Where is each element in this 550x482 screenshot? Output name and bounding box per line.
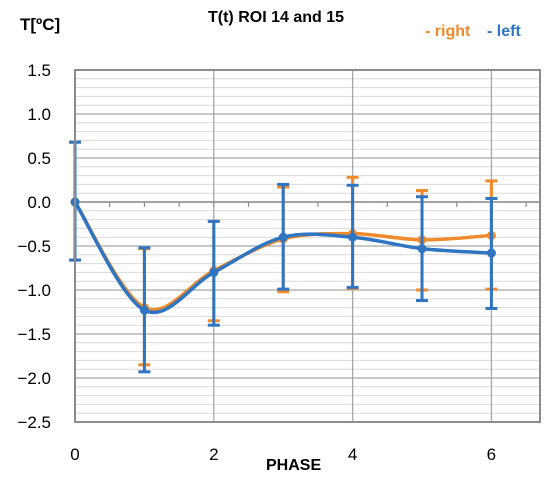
x-tick-label: 4: [348, 445, 357, 464]
data-point-left: [209, 267, 219, 277]
y-tick-label: 1.0: [27, 105, 51, 124]
y-tick-label: −1.5: [17, 325, 51, 344]
x-tick-label: 2: [209, 445, 218, 464]
x-tick-label: 6: [487, 445, 496, 464]
y-tick-label: −0.5: [17, 237, 51, 256]
data-point-left: [278, 232, 288, 242]
y-tick-label: −2.0: [17, 369, 51, 388]
x-tick-labels: 0 2 4 6: [70, 445, 496, 464]
series-left: [69, 140, 498, 374]
data-point-left: [417, 244, 427, 254]
y-tick-labels: 1.5 1.0 0.5 0.0 −0.5 −1.0 −1.5 −2.0 −2.5: [17, 61, 51, 432]
y-tick-label: 1.5: [27, 61, 51, 80]
chart-title: T(t) ROI 14 and 15: [208, 9, 344, 26]
data-point-left: [486, 248, 496, 258]
data-point-left: [139, 305, 149, 315]
y-tick-label: −2.5: [17, 413, 51, 432]
y-tick-label: 0.0: [27, 193, 51, 212]
legend-label-left: - left: [487, 23, 521, 40]
x-axis-label: PHASE: [266, 457, 321, 474]
data-point-left: [348, 232, 358, 242]
y-tick-label: −1.0: [17, 281, 51, 300]
series-layer: [69, 140, 498, 374]
plot-border: [74, 69, 541, 423]
legend-label-right: - right: [425, 23, 471, 40]
x-tick-label: 0: [70, 445, 79, 464]
y-tick-label: 0.5: [27, 149, 51, 168]
y-axis-label: T[ºC]: [20, 15, 60, 34]
